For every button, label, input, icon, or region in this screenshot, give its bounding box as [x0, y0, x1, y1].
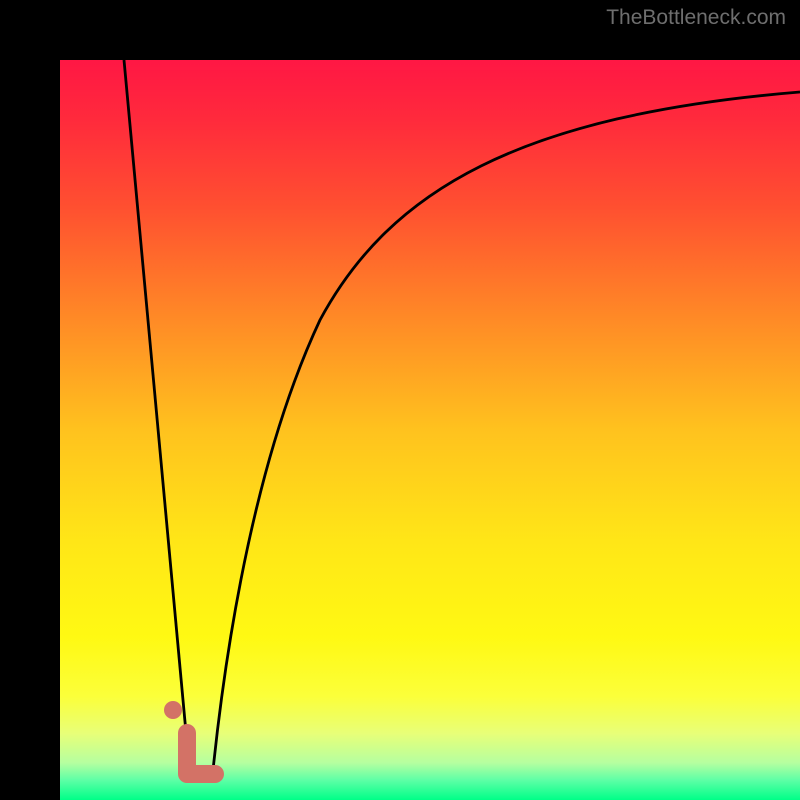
right-curve — [212, 92, 800, 780]
chart-frame — [0, 0, 800, 800]
marker-elbow — [187, 733, 215, 774]
plot-area — [60, 60, 800, 800]
marker-dot — [164, 701, 182, 719]
curves-layer — [60, 60, 800, 800]
attribution-label: TheBottleneck.com — [606, 6, 786, 30]
left-v-line — [124, 60, 190, 776]
